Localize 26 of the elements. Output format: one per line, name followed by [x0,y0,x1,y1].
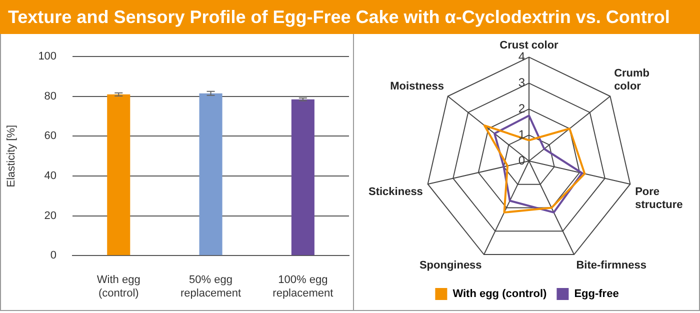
y-axis-title: Elasticity [%] [6,124,18,188]
legend-label: Egg-free [574,288,619,300]
y-tick-label: 80 [44,90,57,102]
spoke-label: Moistness [390,80,444,93]
category-label: With egg [96,274,140,286]
spoke-label: Pore structure [635,186,683,212]
category-label: replacement [272,287,334,300]
spoke-label: Crumb color [614,67,650,93]
y-tick-label: 40 [44,170,57,182]
y-tick-label: 2 [518,101,526,116]
spoke-label: Stickiness [368,186,423,198]
spoke-label: Bite-firmness [576,260,647,272]
category-label: 100% egg [278,274,328,286]
y-tick-label: 3 [518,75,526,90]
y-tick-label: 0 [50,250,57,262]
category-label: replacement [180,287,242,300]
category-label: (control) [98,287,139,300]
chart-title: Texture and Sensory Profile of Egg-Free Cake with α-Cyclodextrin vs. Control [0,0,700,34]
spoke-label: Crust color [500,40,560,52]
spoke-label: Sponginess [419,260,482,272]
y-tick-label: 100 [38,50,57,63]
y-tick-label: 20 [44,210,57,222]
y-tick-label: 60 [44,130,57,142]
legend-label: With egg (control) [452,288,548,300]
y-tick-label: 4 [518,50,526,64]
category-label: 50% egg [189,274,232,286]
